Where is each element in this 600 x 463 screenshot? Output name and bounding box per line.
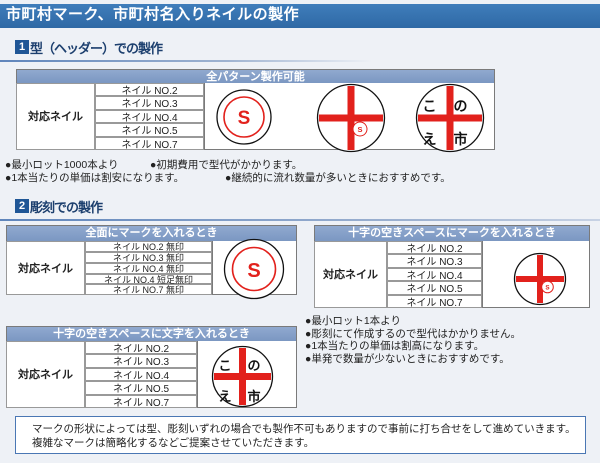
svg-text:S: S xyxy=(238,108,251,129)
svg-text:S: S xyxy=(247,260,260,282)
svg-text:S: S xyxy=(545,285,549,292)
svg-text:S: S xyxy=(357,125,362,134)
